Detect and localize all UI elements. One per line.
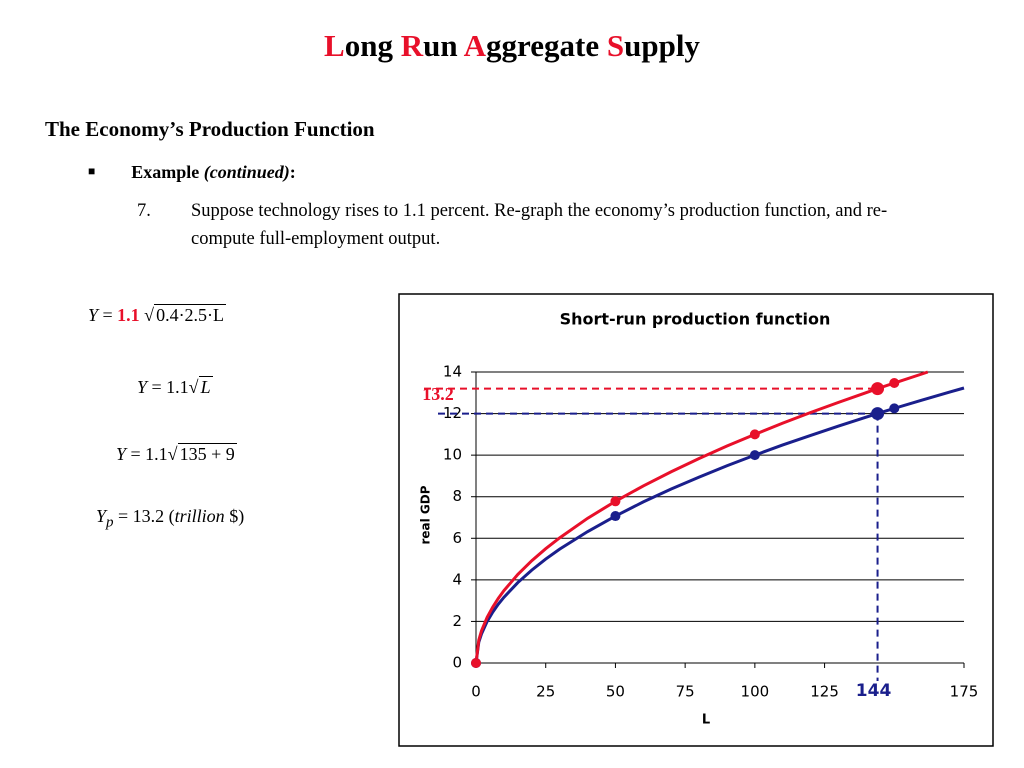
point <box>471 658 481 668</box>
title-initial: A <box>463 28 487 63</box>
y-axis-label: real GDP <box>419 485 433 544</box>
point <box>749 450 760 461</box>
y-tick-label: 8 <box>452 487 462 505</box>
result: Yp = 13.2 (trillion $) <box>96 506 244 532</box>
y-tick-label: 10 <box>443 446 462 464</box>
eq-radicand: L <box>198 376 213 397</box>
y-tick-label: 14 <box>443 363 462 381</box>
list-item: 7. Suppose technology rises to 1.1 perce… <box>137 197 911 253</box>
title-initial: R <box>400 28 424 63</box>
point <box>871 382 885 396</box>
subtitle: The Economy’s Production Function <box>45 117 375 141</box>
y-tick-label: 2 <box>452 612 462 630</box>
eq-sign: = <box>126 444 146 464</box>
bullet-mark: ■ <box>88 164 96 178</box>
item-number: 7. <box>137 201 151 221</box>
y-tick-label: 0 <box>452 654 462 672</box>
eq-radicand: 135 + 9 <box>177 443 237 464</box>
equation: Y = 1.1 √ 0.4·2.5·L <box>88 304 227 325</box>
bullet-label: Example <box>131 162 200 182</box>
title-rest: un <box>423 28 464 63</box>
equation: Y = 1.1√ 135 + 9 <box>116 443 237 464</box>
point <box>749 429 760 440</box>
result-rest: = 13.2 ( <box>113 506 175 526</box>
title-rest: upply <box>624 28 700 63</box>
point <box>610 496 621 507</box>
bullet-note: (continued) <box>203 162 290 182</box>
item-text: Suppose technology rises to 1.1 percent.… <box>191 201 888 249</box>
y-tick-label: 4 <box>452 570 462 588</box>
point <box>610 511 621 522</box>
eq-sign: = <box>147 377 167 397</box>
title-initial: L <box>324 28 345 63</box>
eq-lhs: Y <box>88 305 99 325</box>
chart-title: Short-run production function <box>560 310 831 329</box>
chart-frame <box>398 293 994 747</box>
x-tick-label: 125 <box>810 683 839 701</box>
x-tick-label: 100 <box>741 683 770 701</box>
x-tick-label: 50 <box>606 683 625 701</box>
title-initial: S <box>606 28 625 63</box>
title-rest: ggregate <box>486 28 607 63</box>
eq-lhs: Y <box>116 444 127 464</box>
x-tick-label: 75 <box>676 683 695 701</box>
result-lhs: Y <box>96 506 107 526</box>
x-tick-label: 25 <box>536 683 555 701</box>
eq-radicand: 0.4·2.5·L <box>154 304 227 325</box>
eq-sign: = <box>98 305 118 325</box>
point <box>889 403 900 414</box>
bullet: ■ Example (continued): <box>88 162 296 183</box>
equation: Y = 1.1√ L <box>137 376 213 397</box>
x-tick-label: 0 <box>471 683 481 701</box>
point <box>871 407 885 421</box>
eq-lhs: Y <box>137 377 148 397</box>
result-end: $) <box>224 506 245 526</box>
bullet-colon: : <box>289 162 296 182</box>
eq-coef: 1.1 <box>117 305 140 325</box>
annotation: 13.2 <box>422 384 454 404</box>
eq-coef: 1.1 <box>145 444 168 464</box>
annotation: 144 <box>856 681 892 701</box>
slide-title: Long Run Aggregate Supply <box>0 28 1024 64</box>
result-unit: trillion <box>174 506 225 526</box>
result-sub: p <box>106 514 114 531</box>
x-tick-label: 175 <box>950 683 979 701</box>
point <box>889 378 900 389</box>
title-rest: ong <box>344 28 401 63</box>
y-tick-label: 6 <box>452 529 462 547</box>
eq-coef: 1.1 <box>166 377 189 397</box>
x-axis-label: L <box>702 713 710 728</box>
series-line <box>474 370 929 664</box>
